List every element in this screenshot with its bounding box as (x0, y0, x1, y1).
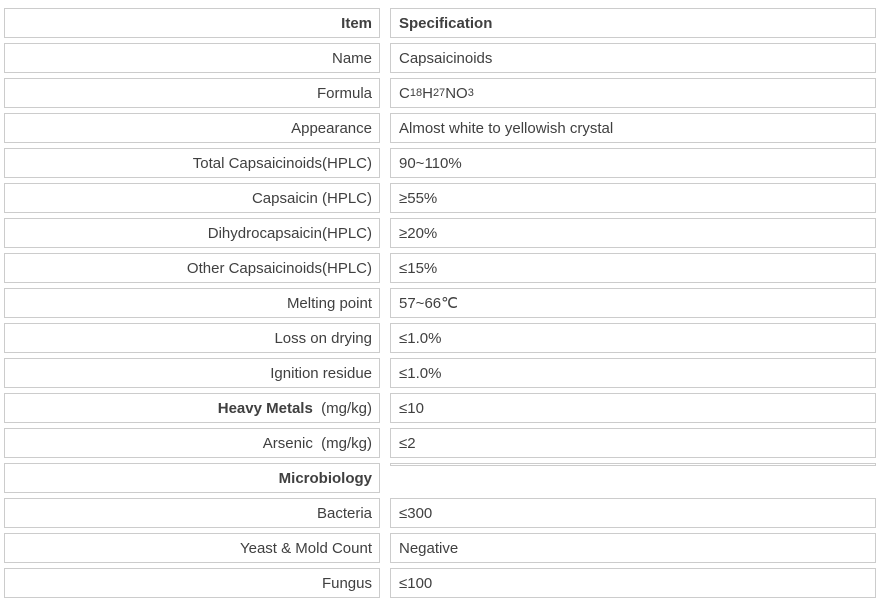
item-cell: Heavy Metals (mg/kg) (4, 393, 380, 423)
formula-subscript: 18 (409, 86, 423, 99)
item-cell: Total Capsaicinoids(HPLC) (4, 148, 380, 178)
table-row: Ignition residue ≤1.0% (4, 358, 880, 388)
label: Dihydrocapsaicin(HPLC) (207, 224, 372, 242)
label: Bacteria (316, 504, 372, 522)
table-row: Yeast & Mold Count Negative (4, 533, 880, 563)
spec-cell: ≤1.0% (390, 323, 876, 353)
label: C (399, 84, 410, 102)
spec-cell: Almost white to yellowish crystal (390, 113, 876, 143)
label: ≤15% (399, 259, 438, 277)
spec-cell: 57~66℃ (390, 288, 876, 318)
table-row: Other Capsaicinoids(HPLC) ≤15% (4, 253, 880, 283)
table-row: Capsaicin (HPLC) ≥55% (4, 183, 880, 213)
table-row: Loss on drying ≤1.0% (4, 323, 880, 353)
item-cell: Yeast & Mold Count (4, 533, 380, 563)
spec-cell: ≤2 (390, 428, 876, 458)
label: 57~66℃ (399, 295, 458, 312)
table-row: Dihydrocapsaicin(HPLC) ≥20% (4, 218, 880, 248)
label: (mg/kg) (312, 399, 372, 417)
spec-cell: ≥55% (390, 183, 876, 213)
table-row: Arsenic (mg/kg) ≤2 (4, 428, 880, 458)
label: ≤300 (399, 504, 433, 522)
item-header-cell: Item (4, 8, 380, 38)
item-cell: Other Capsaicinoids(HPLC) (4, 253, 380, 283)
label: Arsenic (mg/kg) (262, 434, 372, 452)
item-cell: Fungus (4, 568, 380, 598)
table-row: Melting point 57~66℃ (4, 288, 880, 318)
table-row: Total Capsaicinoids(HPLC) 90~110% (4, 148, 880, 178)
label: ≥55% (399, 189, 438, 207)
bold-label: Microbiology (278, 469, 372, 487)
spec-cell: Capsaicinoids (390, 43, 876, 73)
label: Capsaicinoids (399, 49, 493, 67)
spec-cell: ≤100 (390, 568, 876, 598)
label: H (422, 84, 433, 102)
item-cell: Microbiology (4, 463, 380, 493)
bold-label: Item (341, 14, 372, 32)
label: Formula (316, 84, 372, 102)
item-cell: Formula (4, 78, 380, 108)
formula-subscript: 3 (467, 86, 474, 99)
spec-cell: 90~110% (390, 148, 876, 178)
item-cell: Ignition residue (4, 358, 380, 388)
table-row: Heavy Metals (mg/kg) ≤10 (4, 393, 880, 423)
label: Loss on drying (274, 329, 372, 347)
label: Appearance (291, 119, 372, 137)
item-cell: Appearance (4, 113, 380, 143)
label: ≤100 (399, 574, 433, 592)
label: 90~110% (399, 154, 462, 172)
table-row: Name Capsaicinoids (4, 43, 880, 73)
item-cell: Bacteria (4, 498, 380, 528)
item-cell: Loss on drying (4, 323, 380, 353)
table-row: Microbiology (4, 463, 880, 493)
item-cell: Melting point (4, 288, 380, 318)
item-cell: Name (4, 43, 380, 73)
label: ≤1.0% (399, 364, 442, 382)
spec-cell: ≤10 (390, 393, 876, 423)
label: ≥20% (399, 224, 438, 242)
bold-label: Heavy Metals (217, 399, 313, 417)
spec-header-cell: Specification (390, 8, 876, 38)
table-row: Bacteria ≤300 (4, 498, 880, 528)
label: Total Capsaicinoids(HPLC) (192, 154, 372, 172)
label: Melting point (286, 294, 372, 312)
item-cell: Arsenic (mg/kg) (4, 428, 380, 458)
item-cell: Dihydrocapsaicin(HPLC) (4, 218, 380, 248)
spec-cell: ≥20% (390, 218, 876, 248)
table-row: Formula C 18 H 27 NO 3 (4, 78, 880, 108)
label: Fungus (321, 574, 372, 592)
spec-cell: ≤300 (390, 498, 876, 528)
label: ≤1.0% (399, 329, 442, 347)
label: NO (445, 84, 468, 102)
label: Almost white to yellowish crystal (399, 119, 614, 137)
spec-cell-empty (390, 463, 876, 466)
label: ≤2 (399, 434, 416, 452)
spec-cell: C 18 H 27 NO 3 (390, 78, 876, 108)
spec-cell: ≤15% (390, 253, 876, 283)
label: Name (331, 49, 372, 67)
label: Yeast & Mold Count (239, 539, 372, 557)
label: Ignition residue (270, 364, 372, 382)
label: Other Capsaicinoids(HPLC) (186, 259, 372, 277)
bold-label: Specification (399, 14, 493, 32)
table-row: Fungus ≤100 (4, 568, 880, 598)
label: Capsaicin (HPLC) (251, 189, 372, 207)
item-cell: Capsaicin (HPLC) (4, 183, 380, 213)
table-row: Appearance Almost white to yellowish crys… (4, 113, 880, 143)
table-header-row: Item Specification (4, 8, 880, 38)
spec-cell: Negative (390, 533, 876, 563)
label: ≤10 (399, 399, 424, 417)
spec-cell: ≤1.0% (390, 358, 876, 388)
label: Negative (399, 539, 459, 557)
spec-table: Item Specification Name Capsaicinoids Formul… (4, 8, 880, 598)
formula-subscript: 27 (432, 86, 446, 99)
